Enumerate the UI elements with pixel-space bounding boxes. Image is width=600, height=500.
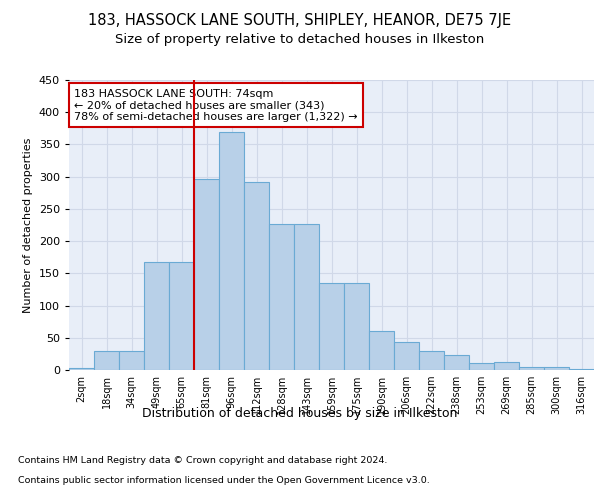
Y-axis label: Number of detached properties: Number of detached properties bbox=[23, 138, 33, 312]
Text: 183 HASSOCK LANE SOUTH: 74sqm
← 20% of detached houses are smaller (343)
78% of : 183 HASSOCK LANE SOUTH: 74sqm ← 20% of d… bbox=[74, 88, 358, 122]
Text: Contains public sector information licensed under the Open Government Licence v3: Contains public sector information licen… bbox=[18, 476, 430, 485]
Bar bbox=[169, 262, 194, 370]
Bar bbox=[319, 283, 344, 370]
Bar bbox=[544, 368, 569, 370]
Bar bbox=[569, 368, 594, 370]
Bar bbox=[519, 367, 544, 370]
Text: 183, HASSOCK LANE SOUTH, SHIPLEY, HEANOR, DE75 7JE: 183, HASSOCK LANE SOUTH, SHIPLEY, HEANOR… bbox=[88, 12, 512, 28]
Bar bbox=[469, 363, 494, 370]
Bar bbox=[294, 224, 319, 370]
Bar bbox=[394, 342, 419, 370]
Bar bbox=[494, 362, 519, 370]
Bar bbox=[94, 352, 119, 370]
Bar bbox=[144, 262, 169, 370]
Text: Distribution of detached houses by size in Ilkeston: Distribution of detached houses by size … bbox=[142, 408, 458, 420]
Bar bbox=[194, 179, 219, 370]
Bar bbox=[444, 354, 469, 370]
Text: Size of property relative to detached houses in Ilkeston: Size of property relative to detached ho… bbox=[115, 32, 485, 46]
Text: Contains HM Land Registry data © Crown copyright and database right 2024.: Contains HM Land Registry data © Crown c… bbox=[18, 456, 388, 465]
Bar bbox=[269, 224, 294, 370]
Bar bbox=[369, 330, 394, 370]
Bar bbox=[119, 350, 144, 370]
Bar bbox=[344, 283, 369, 370]
Bar bbox=[69, 368, 94, 370]
Bar bbox=[419, 350, 444, 370]
Bar bbox=[244, 182, 269, 370]
Bar bbox=[219, 132, 244, 370]
